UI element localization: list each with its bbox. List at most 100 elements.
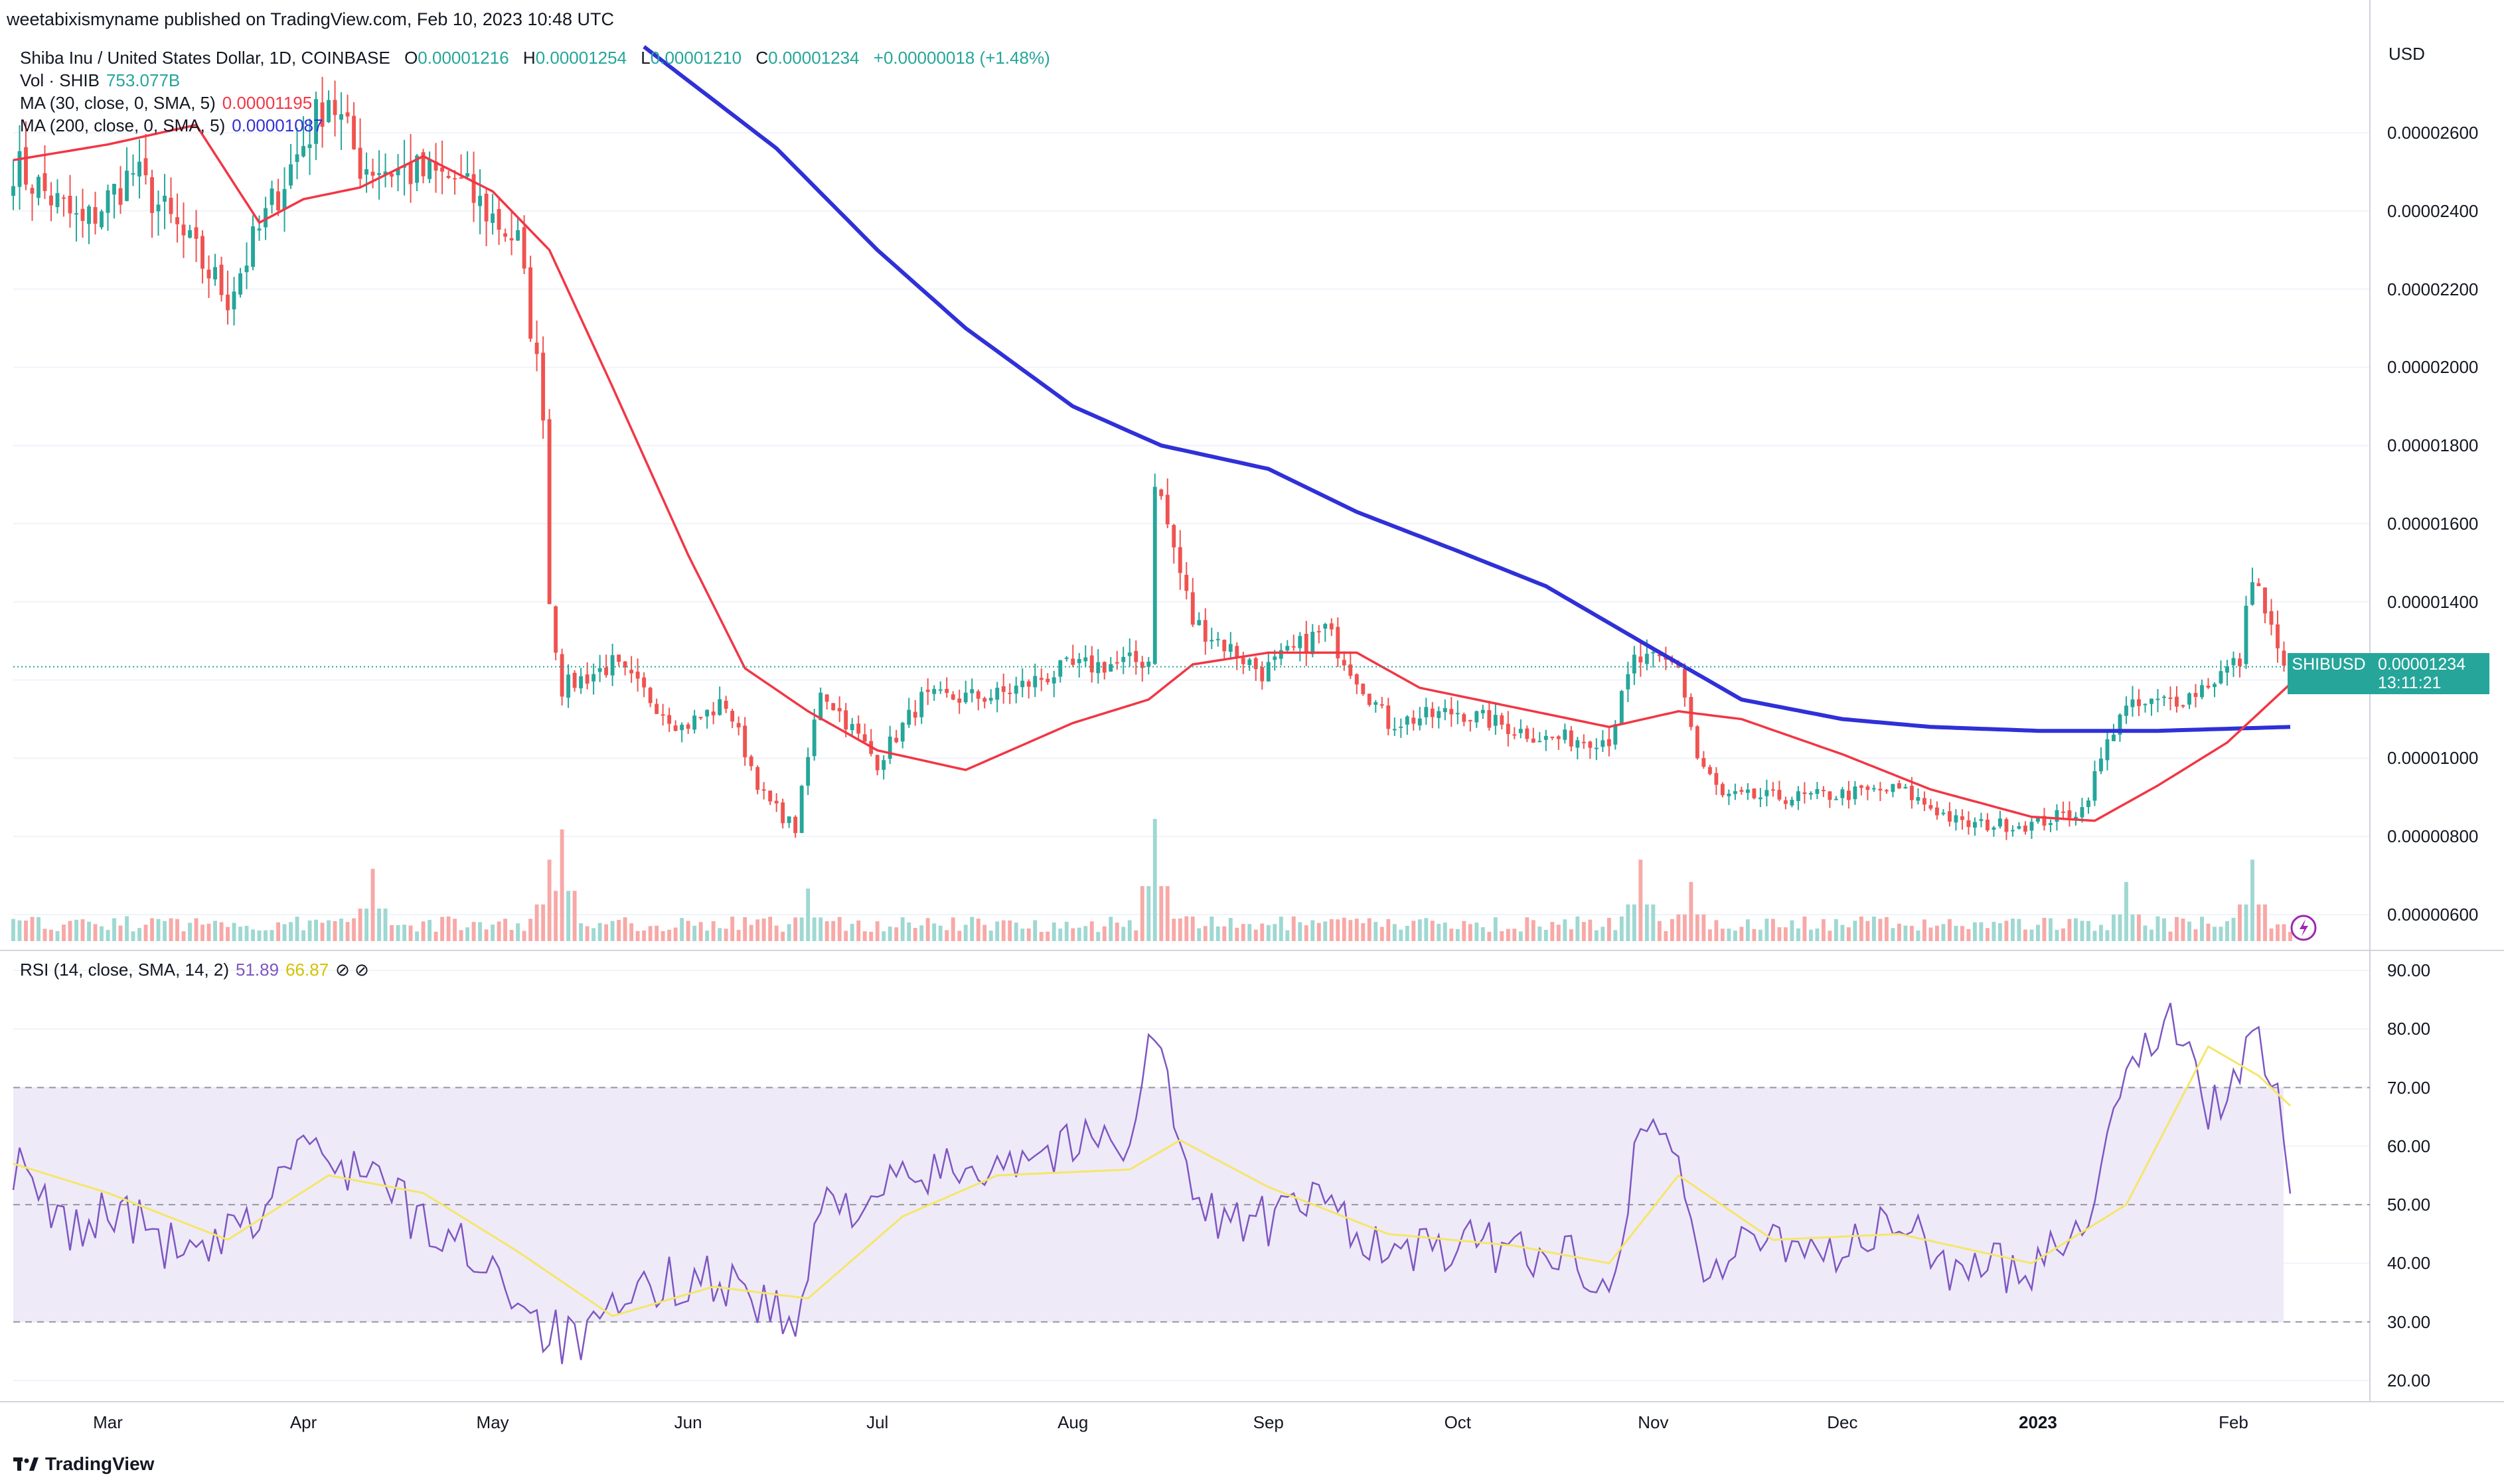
candle <box>1878 782 1883 802</box>
candle-body <box>106 190 110 213</box>
candle <box>390 171 394 188</box>
volume-bar <box>364 908 369 941</box>
candle <box>831 703 836 711</box>
candle <box>1298 632 1302 662</box>
candle <box>787 816 791 828</box>
price-tick-label: 0.00000800 <box>2387 826 2479 847</box>
candle-body <box>509 238 514 241</box>
candle <box>484 188 489 246</box>
candle <box>1543 729 1548 751</box>
candle <box>2029 818 2034 840</box>
candle <box>2124 696 2128 724</box>
rsi-legend[interactable]: RSI (14, close, SMA, 14, 2) 51.89 66.87 ⊘ ⊘ <box>20 960 369 980</box>
candle-body <box>1941 812 1946 814</box>
volume-bar <box>2219 927 2223 941</box>
volume-bar <box>24 921 28 941</box>
volume-bar <box>428 920 432 941</box>
candle <box>1828 791 1832 808</box>
candle <box>2130 686 2135 717</box>
ma30-legend[interactable]: MA (30, close, 0, SMA, 5) 0.00001195 <box>20 93 312 113</box>
volume-bar <box>333 921 337 941</box>
candle-body <box>1815 788 1820 794</box>
candle-body <box>1575 740 1580 748</box>
candle-body <box>1241 658 1245 664</box>
candle-body <box>206 269 211 279</box>
candle-body <box>761 789 766 791</box>
candle-body <box>42 173 47 191</box>
candle <box>1172 524 1176 564</box>
volume-bar <box>1228 918 1233 941</box>
candle <box>1916 788 1920 805</box>
candle-body <box>1474 711 1479 723</box>
volume-bar <box>446 916 451 941</box>
candle-body <box>1071 658 1075 665</box>
candle <box>150 169 154 238</box>
candle-body <box>1739 790 1744 792</box>
candle <box>2137 689 2141 716</box>
candle <box>560 648 564 705</box>
candle <box>1846 780 1851 809</box>
candle <box>131 154 135 186</box>
candle-body <box>1480 709 1485 713</box>
candle <box>42 145 47 199</box>
candle-body <box>2263 587 2267 614</box>
candle-body <box>970 689 975 694</box>
candle <box>352 102 356 150</box>
volume-bar <box>1184 916 1189 941</box>
candle-body <box>320 102 325 127</box>
volume-bar <box>1500 931 1504 941</box>
candle <box>1152 473 1157 665</box>
volume-bar <box>1537 927 1542 941</box>
volume-bar <box>251 929 255 941</box>
candle-body <box>1790 800 1794 806</box>
candle <box>1745 783 1750 800</box>
symbol-line[interactable]: Shiba Inu / United States Dollar, 1D, CO… <box>20 48 390 68</box>
candle-body <box>1563 729 1567 740</box>
candle <box>1291 634 1296 651</box>
candle-body <box>1821 790 1826 792</box>
candle-body <box>743 725 747 757</box>
candle <box>566 664 571 708</box>
volume-bar <box>2080 921 2084 941</box>
candle-body <box>705 709 710 717</box>
candle-body <box>925 690 930 692</box>
candle <box>2187 692 2191 709</box>
candle-body <box>1342 660 1346 666</box>
candle <box>1026 679 1031 699</box>
candle <box>1714 767 1719 795</box>
candle <box>1064 656 1069 662</box>
candle-body <box>459 177 463 179</box>
candle-body <box>93 207 98 224</box>
volume-bar <box>238 927 242 941</box>
ma200-legend[interactable]: MA (200, close, 0, SMA, 5) 0.00001087 <box>20 115 323 136</box>
candle <box>1853 780 1857 805</box>
volume-bar <box>118 925 123 941</box>
candle-body <box>1462 714 1466 722</box>
candle <box>2049 819 2053 832</box>
tradingview-footer[interactable]: TradingView <box>13 1453 154 1475</box>
volume-bar <box>327 920 331 941</box>
candle <box>1033 663 1038 698</box>
candle <box>219 256 224 302</box>
candle <box>1550 736 1555 741</box>
candle-body <box>2187 693 2191 705</box>
candle <box>1222 639 1227 659</box>
candle <box>377 150 382 200</box>
price-tag-countdown: 13:11:21 <box>2378 674 2442 692</box>
candle-body <box>617 654 621 662</box>
volume-legend[interactable]: Vol · SHIB 753.077B <box>20 70 180 91</box>
candle <box>1260 661 1265 690</box>
candle <box>1859 784 1863 796</box>
volume-bar <box>642 930 647 941</box>
hide-indicator-icon[interactable]: ⊘ ⊘ <box>335 960 369 980</box>
candle-body <box>1001 686 1006 692</box>
candle-body <box>188 230 192 238</box>
volume-bar <box>661 930 665 941</box>
candle <box>1001 673 1006 704</box>
candle-body <box>1644 654 1649 664</box>
rsi-tick-label: 50.00 <box>2387 1195 2431 1215</box>
candle-body <box>1550 736 1555 738</box>
volume-bar <box>11 919 15 941</box>
candle-body <box>2061 811 2065 813</box>
